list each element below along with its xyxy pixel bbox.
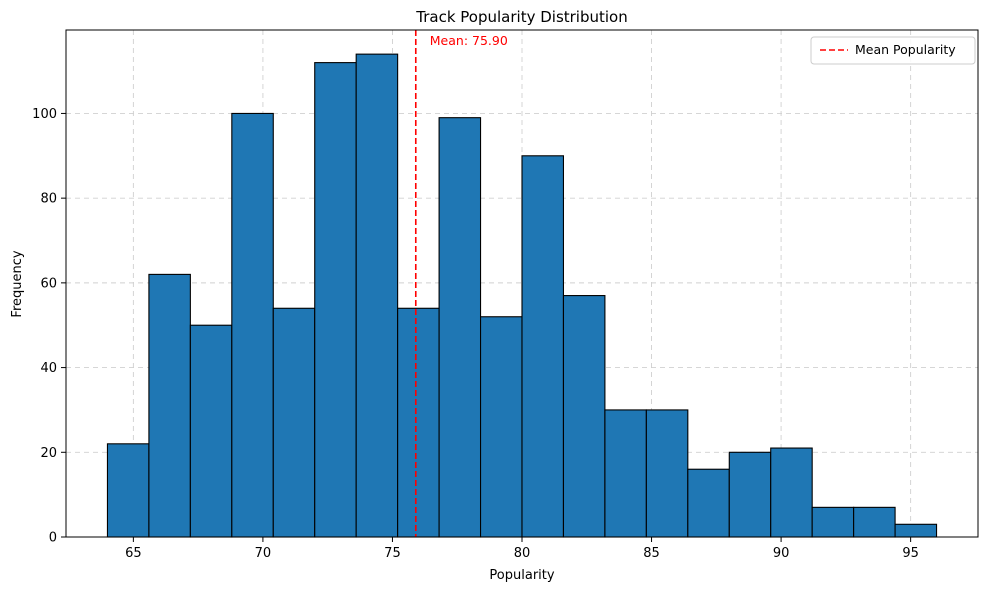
histogram-bar <box>106 443 150 538</box>
ticks: 65 70 75 80 85 90 95 0 20 40 60 80 100 <box>32 107 919 561</box>
histogram-bar <box>189 324 233 538</box>
chart-title: Track Popularity Distribution <box>415 8 627 26</box>
y-tick-label: 40 <box>40 361 57 376</box>
histogram-bar <box>231 112 274 538</box>
x-tick-label: 90 <box>773 546 790 561</box>
x-tick-label: 75 <box>384 546 401 561</box>
x-tick-label: 85 <box>643 546 660 561</box>
histogram-bar <box>770 447 813 538</box>
histogram-bar <box>355 53 399 538</box>
bars <box>106 53 938 538</box>
legend-entry-mean: Mean Popularity <box>855 42 956 57</box>
histogram-bar <box>272 307 316 538</box>
y-tick-label: 100 <box>32 107 57 122</box>
histogram-bar <box>479 316 523 538</box>
x-tick-label: 95 <box>902 546 919 561</box>
x-tick-label: 80 <box>514 546 531 561</box>
y-tick-label: 20 <box>40 446 57 461</box>
histogram-bar <box>645 409 689 538</box>
histogram-bar <box>148 273 191 538</box>
y-tick-label: 80 <box>40 192 57 207</box>
legend: Mean Popularity <box>810 36 976 65</box>
y-tick-label: 60 <box>40 276 57 291</box>
histogram-bar <box>894 523 938 538</box>
histogram-bar <box>521 155 565 538</box>
histogram-bar <box>562 295 606 538</box>
histogram-bar <box>604 409 647 538</box>
histogram-bar <box>397 307 440 538</box>
histogram-bar <box>314 62 357 538</box>
histogram-bar <box>687 468 730 538</box>
x-tick-label: 65 <box>125 546 142 561</box>
histogram-bar <box>853 506 896 538</box>
histogram-bar <box>728 451 772 538</box>
histogram-bar <box>811 506 855 538</box>
y-tick-label: 0 <box>49 531 57 546</box>
mean-annotation: Mean: 75.90 <box>430 33 508 48</box>
x-tick-label: 70 <box>255 546 272 561</box>
legend-frame <box>810 36 976 65</box>
x-axis-label: Popularity <box>489 568 554 583</box>
histogram-bar <box>438 117 482 538</box>
y-axis-label: Frequency <box>10 250 25 317</box>
